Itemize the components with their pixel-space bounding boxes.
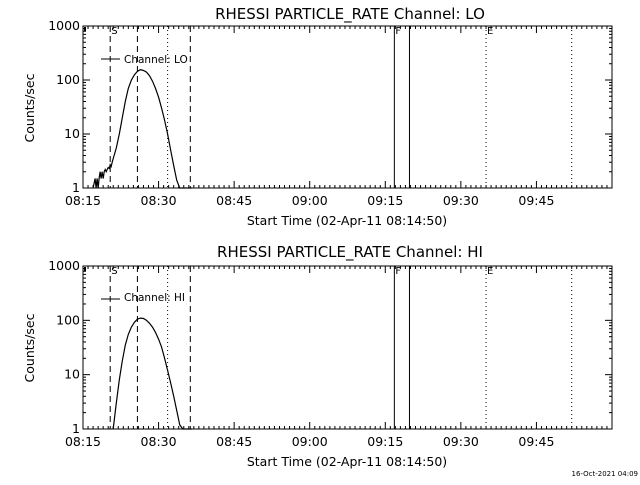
x-tick-label: 09:45: [518, 193, 554, 208]
x-tick-label: 09:45: [518, 434, 554, 449]
plot-frame: [82, 25, 613, 189]
x-tick-label: 09:00: [292, 434, 328, 449]
lo-channel-panel: RHESSI PARTICLE_RATE Channel: LO Start T…: [22, 5, 613, 228]
x-tick-label: 09:15: [367, 193, 403, 208]
event-marker-label: E: [487, 266, 493, 277]
y-tick-label: 10: [64, 126, 80, 141]
y-tick-label: 10: [64, 367, 80, 382]
x-tick-label: 08:15: [65, 434, 101, 449]
y-axis-label: Counts/sec: [22, 73, 37, 142]
y-tick-label: 100: [56, 312, 80, 327]
x-tick-label: 08:15: [65, 193, 101, 208]
event-marker-label: F: [395, 26, 401, 37]
y-tick-label: 1000: [48, 18, 80, 33]
hi-channel-panel: RHESSI PARTICLE_RATE Channel: HI Start T…: [22, 243, 613, 469]
x-tick-label: 09:00: [292, 193, 328, 208]
event-marker-label: S: [111, 26, 117, 37]
y-axis-label: Counts/sec: [22, 313, 37, 382]
plot-area: 08:15 08:30 08:45 09:00 09:15 09:30 09:45 1 10 10…: [48, 258, 613, 449]
chart-title: RHESSI PARTICLE_RATE Channel: HI: [217, 243, 483, 262]
event-marker-label: S: [111, 266, 117, 277]
y-tick-label: 100: [56, 72, 80, 87]
legend-label: Channel: HI: [124, 292, 185, 304]
x-tick-label: 09:15: [367, 434, 403, 449]
y-tick-label: 1000: [48, 258, 80, 273]
plot-frame: [82, 265, 613, 430]
x-tick-label: 08:45: [216, 193, 252, 208]
legend-label: Channel: LO: [124, 54, 188, 66]
series-line: [112, 317, 192, 430]
series-line: [92, 69, 192, 189]
y-tick-label: 1: [72, 180, 80, 195]
x-tick-label: 08:45: [216, 434, 252, 449]
x-tick-label: 08:30: [141, 193, 177, 208]
x-axis-label: Start Time (02-Apr-11 08:14:50): [247, 454, 447, 469]
plot-area: 08:15 08:30 08:45 09:00 09:15 09:30 09:45 1 10 10…: [48, 18, 613, 208]
x-tick-label: 08:30: [141, 434, 177, 449]
event-marker-label: E: [487, 26, 493, 37]
y-tick-label: 1: [72, 421, 80, 436]
event-marker-label: F: [395, 266, 401, 277]
x-tick-label: 09:30: [443, 193, 479, 208]
generation-timestamp: 16-Oct-2021 04:09: [572, 470, 638, 478]
x-axis-label: Start Time (02-Apr-11 08:14:50): [247, 213, 447, 228]
x-tick-label: 09:30: [443, 434, 479, 449]
chart-title: RHESSI PARTICLE_RATE Channel: LO: [215, 5, 485, 24]
